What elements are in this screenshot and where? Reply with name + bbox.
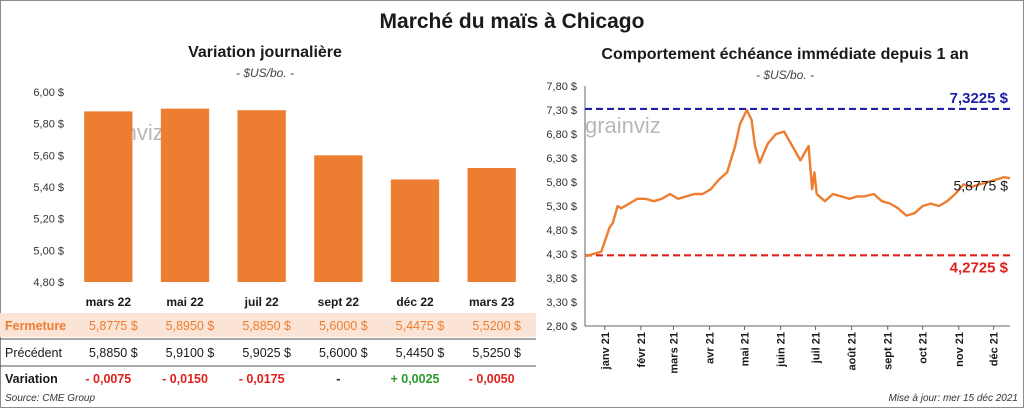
line-y-tick: 5,30 $: [546, 201, 577, 213]
month-label: mai 21: [740, 332, 752, 366]
line-y-tick: 6,80 $: [546, 129, 577, 141]
month-label: nov 21: [954, 332, 966, 367]
month-label: juin 21: [776, 332, 788, 368]
line-y-tick: 5,80 $: [546, 177, 577, 189]
fermeture-row-bg: [0, 313, 536, 337]
update-note: Mise à jour: mer 15 déc 2021: [888, 393, 1018, 404]
table-cell: 5,9025 $: [242, 346, 291, 360]
table-cell: + 0,0025: [390, 372, 439, 386]
bar-0: [84, 111, 133, 282]
table-cell: 5,6000 $: [319, 346, 368, 360]
table-cell: - 0,0175: [239, 372, 285, 386]
bar-y-tick: 5,60 $: [33, 150, 64, 162]
page-title: Marché du maïs à Chicago: [379, 10, 645, 33]
table-cell: 5,5200 $: [472, 319, 521, 333]
table-cell: 5,8950 $: [166, 319, 215, 333]
month-label: août 21: [847, 332, 859, 371]
line-y-tick: 7,80 $: [546, 81, 577, 93]
bar-y-tick: 6,00 $: [33, 87, 64, 99]
line-y-tick: 3,80 $: [546, 273, 577, 285]
high-label: 7,3225 $: [950, 90, 1009, 107]
bar-y-tick: 5,40 $: [33, 182, 64, 194]
bar-1: [160, 108, 210, 282]
table-cell: 5,8775 $: [89, 319, 138, 333]
line-y-tick: 4,80 $: [546, 225, 577, 237]
line-chart: grainviz 2,80 $ 3,30 $ 3,80 $ 4,30 $ 4,80 $ 5,…: [546, 81, 1011, 374]
month-label: oct 21: [918, 332, 930, 364]
line-y-tick: 2,80 $: [546, 321, 577, 333]
table-cell: - 0,0075: [85, 372, 131, 386]
bar-y-tick: 4,80 $: [33, 277, 64, 289]
table-cell: 5,8850 $: [242, 319, 291, 333]
bar-3: [314, 155, 363, 282]
bar-chart-unit: - $US/bo. -: [235, 66, 295, 80]
watermark-right: grainviz: [585, 113, 661, 138]
bar-y-tick: 5,00 $: [33, 245, 64, 257]
bar-category-label: déc 22: [396, 295, 434, 309]
line-chart-subtitle: Comportement échéance immédiate depuis 1…: [601, 46, 969, 63]
table-cell: 5,8850 $: [89, 346, 138, 360]
table-cell: 5,9100 $: [166, 346, 215, 360]
month-label: sept 21: [883, 332, 895, 370]
line-y-tick: 7,30 $: [546, 105, 577, 117]
price-series-line: [584, 108, 1011, 258]
month-label: déc 21: [989, 332, 1001, 366]
bar-category-label: mars 22: [86, 295, 132, 309]
month-label: avr 21: [705, 332, 717, 364]
month-label: juil 21: [811, 332, 823, 364]
source-note: Source: CME Group: [5, 393, 96, 404]
bar-5: [467, 168, 516, 282]
table-cell: 5,4450 $: [396, 346, 445, 360]
bar-chart: grainviz4,80 $5,00 $5,20 $5,40 $5,60 $5,…: [0, 87, 536, 386]
table-cell: - 0,0050: [469, 372, 515, 386]
table-row-label: Variation: [5, 372, 58, 386]
table-cell: - 0,0150: [162, 372, 208, 386]
table-cell: 5,6000 $: [319, 319, 368, 333]
low-label: 4,2725 $: [950, 259, 1009, 276]
line-chart-unit: - $US/bo. -: [755, 68, 815, 82]
bar-category-label: mars 23: [469, 295, 515, 309]
bar-category-label: sept 22: [318, 295, 360, 309]
bar-4: [390, 179, 440, 282]
table-cell: 5,5250 $: [472, 346, 521, 360]
table-cell: -: [336, 372, 340, 386]
table-row-label: Précédent: [5, 346, 63, 360]
month-label: mars 21: [668, 332, 680, 374]
month-label: févr 21: [636, 332, 648, 367]
table-row-label: Fermeture: [5, 319, 66, 333]
bar-y-tick: 5,20 $: [33, 214, 64, 226]
line-y-tick: 3,30 $: [546, 297, 577, 309]
table-cell: 5,4475 $: [396, 319, 445, 333]
bar-chart-subtitle: Variation journalière: [188, 44, 342, 61]
bar-category-label: juil 22: [244, 295, 279, 309]
bar-2: [237, 110, 286, 282]
bar-y-tick: 5,80 $: [33, 119, 64, 131]
bar-category-label: mai 22: [166, 295, 204, 309]
line-y-tick: 6,30 $: [546, 153, 577, 165]
line-y-tick: 4,30 $: [546, 249, 577, 261]
last-price-label: 5,8775 $: [954, 177, 1009, 193]
month-label: janv 21: [600, 332, 612, 370]
